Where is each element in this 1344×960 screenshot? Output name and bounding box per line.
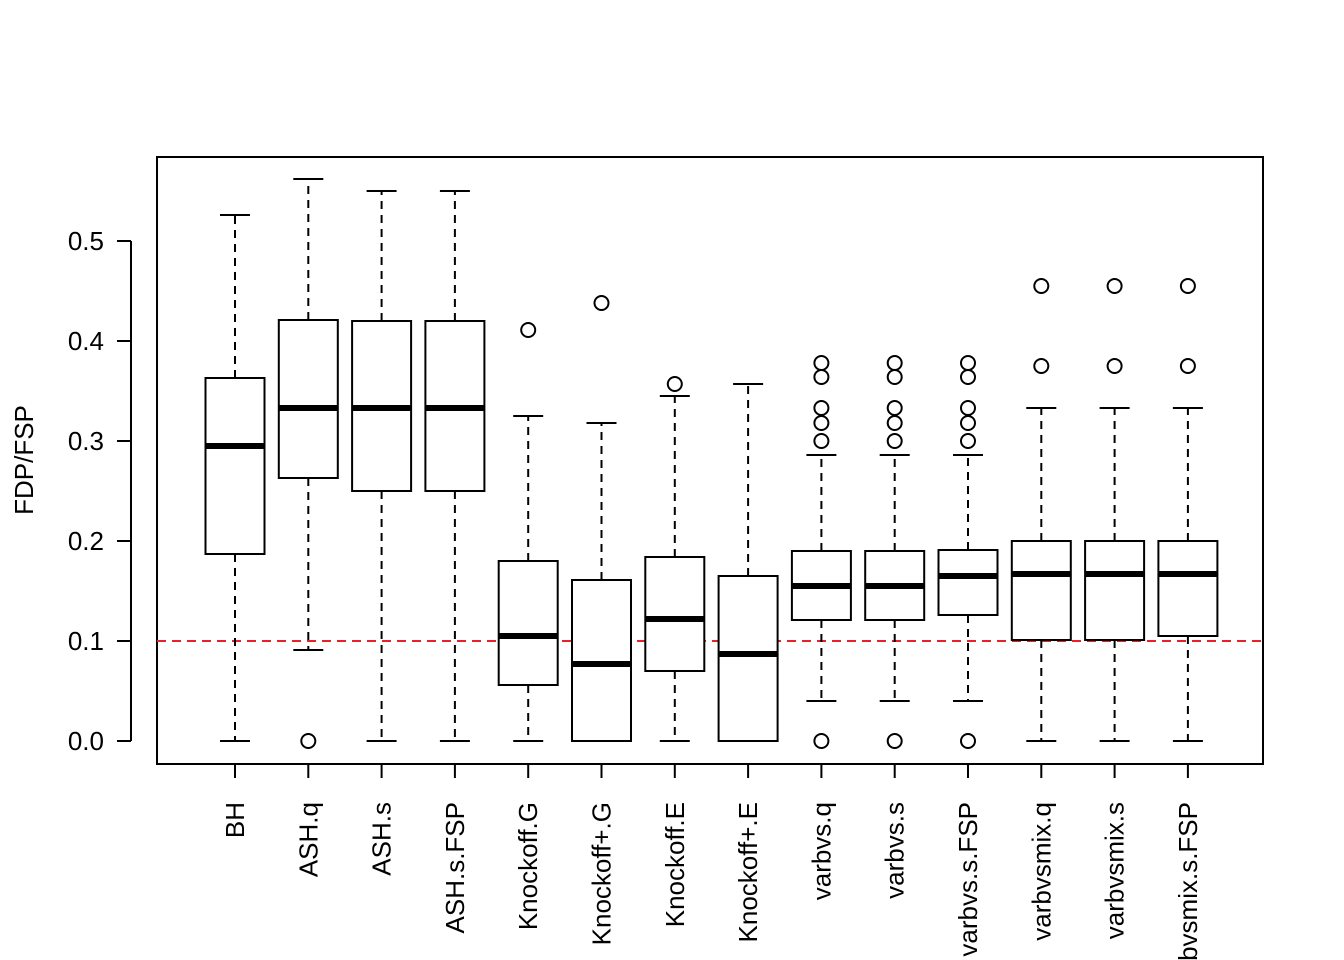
- x-tick-label: Knockoff.G: [513, 802, 543, 930]
- outlier-point: [886, 400, 903, 416]
- outlier-point: [960, 355, 976, 371]
- y-tick-label: 0.3: [68, 426, 104, 456]
- outlier-point: [960, 733, 976, 749]
- box-Knockoff+.G: [571, 295, 632, 742]
- outlier-point: [813, 400, 830, 416]
- outlier-point: [886, 369, 903, 385]
- box-Knockoff+.E: [717, 383, 779, 742]
- box-body: [204, 377, 266, 555]
- outlier-point: [886, 733, 903, 749]
- outlier-point: [813, 355, 830, 371]
- outlier-point: [960, 415, 976, 431]
- outlier-point: [960, 369, 976, 385]
- outlier-point: [960, 400, 976, 416]
- box-ASH.s: [351, 190, 413, 742]
- y-tick-label: 0.4: [68, 326, 104, 356]
- box-body: [497, 560, 559, 686]
- y-axis-title: FDP/FSP: [9, 405, 39, 515]
- box-varbvs.s.FSP: [937, 355, 999, 749]
- outlier-point: [813, 733, 830, 749]
- y-tick-label: 0.0: [68, 726, 104, 756]
- outlier-point: [886, 415, 903, 431]
- x-tick-label: ASH.q: [293, 802, 323, 877]
- box-body: [937, 549, 999, 616]
- box-varbvsmix.s.FSP: [1157, 278, 1219, 742]
- x-tick-label: varbvsmix.q: [1026, 802, 1056, 941]
- box-BH: [204, 214, 266, 742]
- y-tick-label: 0.5: [68, 226, 104, 256]
- outlier-point: [813, 433, 830, 449]
- outlier-point: [886, 355, 903, 371]
- outlier-point: [666, 376, 683, 392]
- box-body: [571, 579, 632, 742]
- box-varbvsmix.q: [1010, 278, 1072, 742]
- x-tick-label: BH: [220, 802, 250, 838]
- outlier-point: [593, 295, 610, 311]
- x-tick-label: Knockoff+.G: [587, 802, 617, 945]
- x-tick-label: varbvs.s.FSP: [953, 802, 983, 957]
- x-tick-label: ASH.s: [367, 802, 397, 876]
- y-tick-label: 0.2: [68, 526, 104, 556]
- x-tick-label: Knockoff+.E: [733, 802, 763, 942]
- outlier-point: [813, 415, 830, 431]
- outlier-point: [1179, 358, 1196, 374]
- outlier-point: [1179, 278, 1196, 294]
- box-body: [1084, 540, 1146, 641]
- box-body: [277, 319, 339, 479]
- x-tick-label: varbvsmix.s: [1100, 802, 1130, 939]
- outlier-point: [1106, 278, 1123, 294]
- x-tick-label: ASH.s.FSP: [440, 802, 470, 933]
- box-body: [1157, 540, 1219, 637]
- box-Knockoff.G: [497, 322, 559, 742]
- x-tick-label: varbvs.q: [806, 802, 836, 900]
- outlier-point: [300, 733, 317, 749]
- outlier-point: [520, 322, 537, 338]
- box-body: [644, 556, 706, 672]
- y-tick-label: 0.1: [68, 626, 104, 656]
- box-Knockoff.E: [644, 376, 706, 742]
- box-body: [717, 575, 779, 742]
- box-ASH.q: [277, 178, 339, 749]
- box-ASH.s.FSP: [424, 190, 486, 742]
- box-varbvs.q: [790, 355, 852, 749]
- box-body: [1010, 540, 1072, 641]
- x-tick-label: varbvsmix.s.FSP: [1173, 802, 1203, 960]
- outlier-point: [960, 433, 976, 449]
- outlier-point: [813, 369, 830, 385]
- box-varbvsmix.s: [1084, 278, 1146, 742]
- outlier-point: [1033, 358, 1050, 374]
- outlier-point: [1033, 278, 1050, 294]
- outlier-point: [1106, 358, 1123, 374]
- x-tick-label: varbvs.s: [880, 802, 910, 899]
- x-tick-label: Knockoff.E: [660, 802, 690, 927]
- outlier-point: [886, 433, 903, 449]
- box-varbvs.s: [864, 355, 926, 749]
